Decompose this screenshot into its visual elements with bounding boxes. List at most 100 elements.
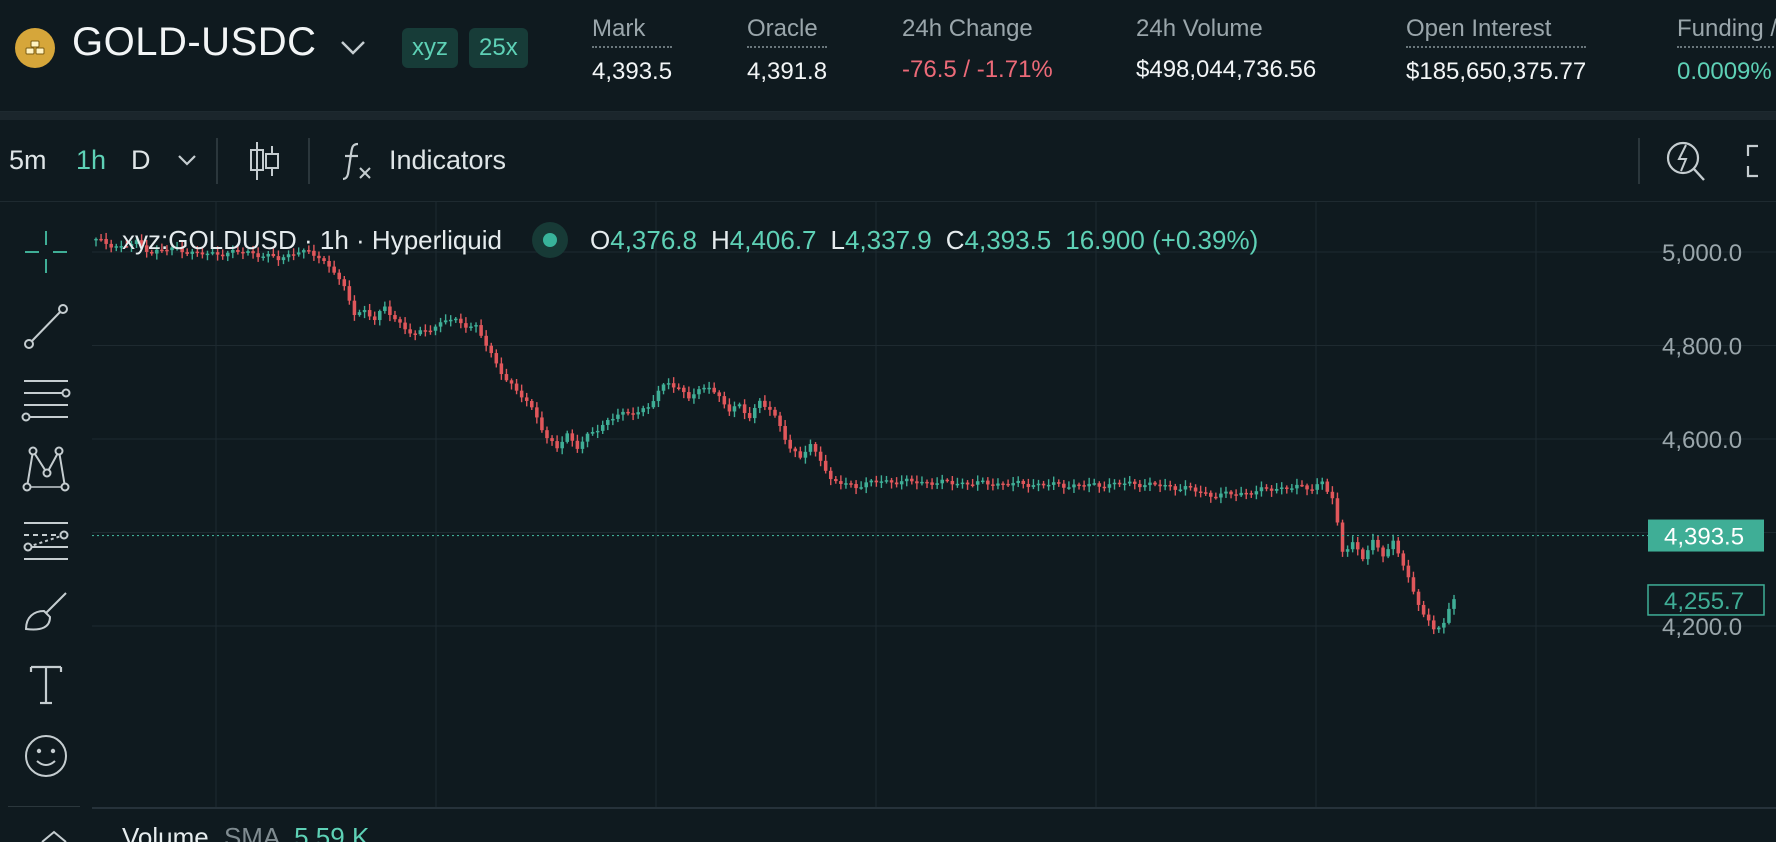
- stat-label[interactable]: Funding / Countdown: [1677, 12, 1776, 48]
- candle-body: [996, 483, 1000, 486]
- candle-body: [139, 240, 144, 246]
- y-tick-label: 4,800.0: [1662, 334, 1742, 361]
- candle-body: [519, 390, 524, 398]
- stat-value: 4,391.8: [747, 58, 828, 85]
- candle-body: [575, 440, 580, 449]
- candle-body: [965, 482, 970, 485]
- chevron-up-icon[interactable]: [36, 826, 72, 842]
- fibonacci-icon[interactable]: [16, 512, 76, 568]
- price-axis[interactable]: 5,000.0 4,800.0 4,600.0 4,200.0 4,393.5 4,255…: [92, 240, 1765, 641]
- market-status-dot: [532, 222, 568, 258]
- lightning-search-icon[interactable]: [1664, 136, 1708, 184]
- candle-body: [276, 256, 281, 261]
- function-fx-icon[interactable]: [340, 140, 374, 182]
- crosshair-icon[interactable]: [16, 224, 76, 280]
- chart-legend: xyz:GOLDUSD · 1h · Hyperliquid O 4,376.8 …: [122, 222, 1258, 258]
- candle-body: [1431, 620, 1436, 630]
- candle-body: [398, 319, 402, 323]
- candle-body: [514, 383, 519, 391]
- candle-body: [1315, 484, 1319, 490]
- stat-24h-change: 24h Change -76.5 / -1.71%: [902, 12, 1053, 84]
- chevron-down-icon[interactable]: [176, 152, 198, 168]
- candle-body: [307, 250, 311, 252]
- candle-body: [296, 252, 301, 255]
- candle-body: [332, 266, 336, 273]
- candle-body: [180, 246, 184, 253]
- text-tool-icon[interactable]: [16, 656, 76, 712]
- fullscreen-icon[interactable]: [1744, 142, 1776, 180]
- candle-body: [155, 249, 159, 254]
- emoji-icon[interactable]: [16, 728, 76, 784]
- trend-line-icon[interactable]: [16, 298, 76, 354]
- candle-body: [646, 407, 651, 409]
- candle-body: [312, 250, 316, 256]
- candle-body: [1203, 492, 1208, 494]
- candle-body: [1082, 485, 1086, 487]
- stat-label[interactable]: Oracle: [747, 12, 828, 48]
- candle-body: [758, 400, 762, 408]
- candle-body: [540, 417, 544, 431]
- chart-symbol-title[interactable]: xyz:GOLDUSD · 1h · Hyperliquid: [122, 224, 502, 255]
- candle-body: [940, 479, 944, 484]
- candle-body: [763, 400, 767, 407]
- candle-body: [1325, 481, 1330, 492]
- candle-body: [899, 481, 904, 485]
- candle-body: [1376, 539, 1380, 548]
- horizontal-lines-icon[interactable]: [16, 370, 76, 426]
- candle-body: [869, 480, 874, 483]
- candle-body: [104, 238, 108, 244]
- candle-body: [661, 384, 666, 391]
- candle-body: [327, 261, 331, 267]
- candle-body: [1244, 492, 1249, 495]
- candle-body: [636, 412, 640, 415]
- candle-body: [1178, 489, 1183, 492]
- candlestick-type-icon[interactable]: [246, 138, 282, 184]
- timeframe-5m[interactable]: 5m: [9, 145, 47, 175]
- indicators-button[interactable]: Indicators: [389, 145, 507, 175]
- candle-body: [1269, 488, 1274, 491]
- candle-body: [1067, 487, 1071, 489]
- candle-body: [236, 249, 240, 252]
- candlestick-chart[interactable]: 5,000.0 4,800.0 4,600.0 4,200.0 4,393.5 4,255…: [92, 202, 1776, 842]
- candle-body: [215, 252, 220, 255]
- candle-body: [666, 383, 671, 385]
- candle-body: [1452, 599, 1456, 609]
- candle-body: [722, 396, 727, 405]
- leverage-badge[interactable]: 25x: [469, 28, 528, 68]
- candle-body: [1411, 577, 1416, 592]
- timeframe-d[interactable]: D: [131, 145, 151, 175]
- candle-body: [393, 315, 397, 320]
- candle-body: [1416, 591, 1421, 605]
- pattern-tool-icon[interactable]: [16, 440, 76, 496]
- candle-body: [494, 353, 499, 364]
- candle-body: [205, 253, 210, 256]
- timeframe-1h[interactable]: 1h: [76, 145, 107, 175]
- candle-body: [1249, 493, 1254, 495]
- chevron-down-icon[interactable]: [338, 36, 368, 58]
- gold-bars-icon: [15, 28, 55, 68]
- candle-body: [798, 451, 803, 458]
- price-chart[interactable]: 5,000.0 4,800.0 4,600.0 4,200.0 4,393.5 4,255…: [92, 202, 1776, 842]
- candle-body: [479, 325, 483, 336]
- candle-body: [1209, 492, 1213, 497]
- candle-body: [1300, 484, 1304, 487]
- candle-body: [1006, 483, 1010, 486]
- candle-body: [271, 253, 276, 257]
- candle-body: [134, 240, 139, 244]
- candle-body: [550, 438, 554, 442]
- market-symbol[interactable]: GOLD-USDC: [72, 20, 317, 64]
- candle-body: [1062, 483, 1066, 488]
- candle-body: [342, 279, 347, 287]
- candle-body: [580, 441, 585, 449]
- candle-body: [656, 390, 661, 402]
- candle-body: [1254, 491, 1259, 495]
- candle-body: [1386, 549, 1390, 557]
- stat-label[interactable]: Mark: [592, 12, 673, 48]
- candle-body: [372, 316, 377, 321]
- brush-icon[interactable]: [16, 584, 76, 640]
- candle-body: [1188, 486, 1193, 488]
- stat-label[interactable]: Open Interest: [1406, 12, 1587, 48]
- candle-body: [1224, 491, 1228, 494]
- candle-body: [484, 335, 488, 346]
- candle-body: [1396, 540, 1401, 554]
